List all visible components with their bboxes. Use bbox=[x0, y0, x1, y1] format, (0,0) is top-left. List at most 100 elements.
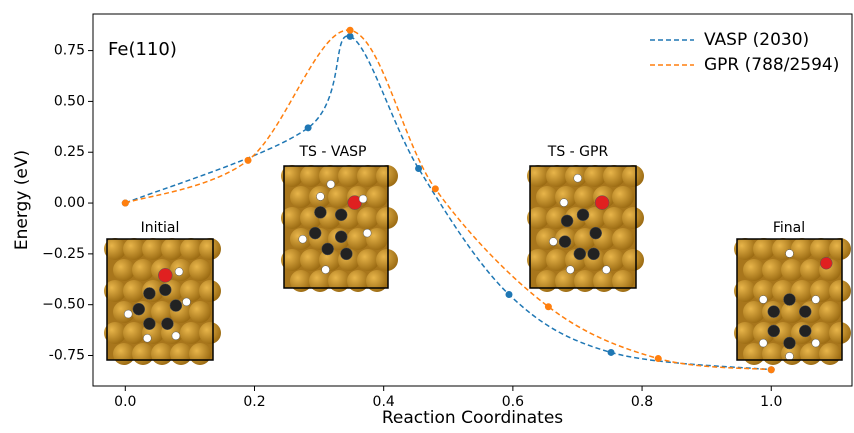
point bbox=[544, 303, 552, 311]
series-line bbox=[125, 29, 772, 371]
fe-atom bbox=[753, 280, 775, 302]
molecule-atom bbox=[576, 208, 590, 222]
fe-atom bbox=[113, 259, 135, 281]
fe-atom bbox=[189, 259, 211, 281]
fe-atom bbox=[612, 186, 634, 208]
x-tick-label: 1.0 bbox=[760, 394, 782, 410]
fe-atom bbox=[366, 228, 388, 250]
fe-atom bbox=[123, 238, 145, 260]
molecule-atom bbox=[334, 230, 348, 244]
fe-atom bbox=[104, 238, 126, 260]
fe-atom bbox=[734, 280, 756, 302]
fe-atom bbox=[290, 270, 312, 292]
fe-atom bbox=[300, 249, 322, 271]
fe-atom bbox=[366, 186, 388, 208]
fe-atom bbox=[810, 238, 832, 260]
point bbox=[346, 32, 354, 40]
fe-atom bbox=[819, 343, 841, 365]
series-line bbox=[125, 35, 772, 371]
molecule-atom bbox=[783, 293, 796, 306]
point bbox=[431, 185, 439, 193]
molecule-atom bbox=[169, 299, 183, 312]
fe-atom bbox=[819, 301, 841, 323]
annotation: Initial bbox=[141, 220, 180, 236]
fe-atom bbox=[366, 270, 388, 292]
inset-frame bbox=[106, 238, 214, 361]
fe-atom bbox=[199, 322, 221, 344]
fe-atom bbox=[357, 249, 379, 271]
fe-atom bbox=[319, 165, 341, 187]
fe-atom bbox=[376, 165, 398, 187]
fe-atom bbox=[281, 207, 303, 229]
inset-image bbox=[104, 238, 221, 365]
x-tick-label: 0.0 bbox=[114, 394, 136, 410]
fe-atom bbox=[810, 322, 832, 344]
fe-atom bbox=[584, 207, 606, 229]
y-tick-label: -0.75 bbox=[49, 348, 85, 364]
molecule-atom bbox=[143, 317, 156, 330]
molecule-atom bbox=[298, 234, 307, 244]
fe-atom bbox=[734, 322, 756, 344]
molecule-atom bbox=[559, 198, 569, 207]
molecule-atom bbox=[362, 228, 372, 238]
point bbox=[767, 366, 775, 374]
fe-atom bbox=[328, 270, 350, 292]
inset-frame bbox=[736, 238, 843, 361]
fe-atom bbox=[104, 280, 126, 302]
fe-atom bbox=[829, 322, 851, 344]
x-axis-label: Reaction Coordinates bbox=[382, 408, 563, 428]
plot-frame bbox=[92, 13, 853, 387]
molecule-atom bbox=[560, 214, 574, 228]
fe-atom bbox=[791, 238, 813, 260]
molecule-atom bbox=[785, 352, 794, 361]
molecule-atom bbox=[314, 206, 327, 219]
fe-atom bbox=[290, 186, 312, 208]
molecule-atom bbox=[358, 194, 368, 204]
fe-atom bbox=[189, 343, 211, 365]
y-tick-label: 0.75 bbox=[54, 43, 85, 59]
fe-atom bbox=[555, 270, 577, 292]
y-tick-label: 0.00 bbox=[54, 195, 85, 211]
fe-atom bbox=[328, 186, 350, 208]
fe-atom bbox=[546, 249, 568, 271]
molecule-atom bbox=[759, 338, 768, 348]
fe-atom bbox=[612, 228, 634, 250]
x-tick-label: 0.2 bbox=[243, 394, 265, 410]
fe-atom bbox=[189, 301, 211, 323]
molecule-atom bbox=[340, 247, 353, 261]
fe-atom bbox=[574, 186, 596, 208]
fe-atom bbox=[527, 165, 549, 187]
molecule-atom bbox=[767, 305, 780, 318]
point bbox=[607, 348, 615, 356]
fe-atom bbox=[762, 259, 784, 281]
fe-atom bbox=[574, 270, 596, 292]
fe-atom bbox=[357, 165, 379, 187]
inset-image bbox=[734, 238, 851, 365]
x-tick-label: 0.8 bbox=[631, 394, 653, 410]
molecule-atom bbox=[143, 287, 156, 300]
molecule-atom bbox=[132, 302, 146, 316]
fe-atom bbox=[142, 238, 164, 260]
fe-atom bbox=[113, 343, 135, 365]
fe-atom bbox=[743, 259, 765, 281]
inset-image bbox=[527, 165, 644, 292]
molecule-atom bbox=[573, 173, 582, 183]
fe-atom bbox=[199, 238, 221, 260]
molecule-atom bbox=[321, 242, 334, 256]
annotation: TS - VASP bbox=[299, 144, 367, 160]
fe-atom bbox=[743, 301, 765, 323]
fe-atom bbox=[829, 238, 851, 260]
molecule-atom bbox=[573, 247, 587, 261]
molecule-atom bbox=[587, 247, 600, 261]
fe-atom bbox=[357, 207, 379, 229]
fe-atom bbox=[781, 259, 803, 281]
molecule-atom bbox=[159, 283, 172, 297]
molecule-atom bbox=[326, 180, 336, 189]
fe-atom bbox=[104, 322, 126, 344]
fe-atom bbox=[376, 249, 398, 271]
fe-atom bbox=[123, 322, 145, 344]
y-tick-label: −0.50 bbox=[42, 297, 85, 313]
molecule-atom bbox=[171, 331, 181, 341]
fe-atom bbox=[781, 301, 803, 323]
